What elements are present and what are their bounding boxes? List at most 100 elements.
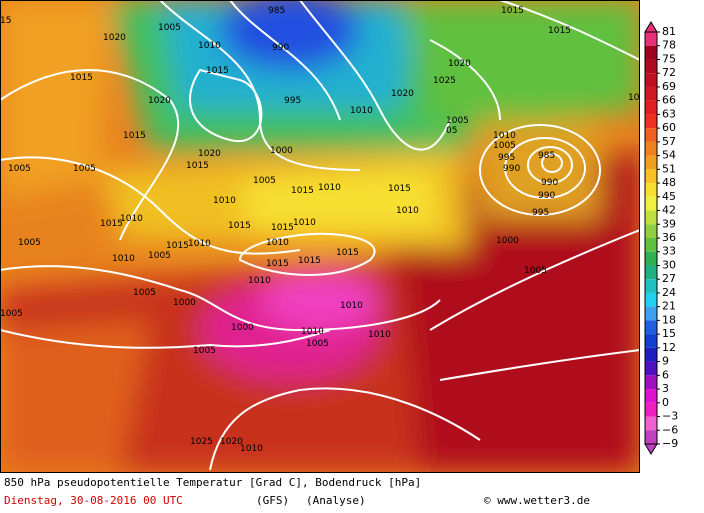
caption-date: Dienstag, 30-08-2016 00 UTC <box>4 494 183 507</box>
colorbar-segment <box>645 430 657 444</box>
colorbar-label: 9 <box>662 355 669 368</box>
isobars <box>0 0 640 471</box>
colorbar-segment <box>645 141 657 156</box>
colorbar-segment <box>645 279 657 293</box>
isobar-labels: 1510201005101010151020985990995100010101… <box>0 6 640 454</box>
isobar-label: 1010 <box>112 254 135 264</box>
colorbar-segment <box>645 128 657 142</box>
colorbar-segment <box>645 361 657 376</box>
isobar-label: 1015 <box>291 186 314 196</box>
isobar-label: 1015 <box>70 73 93 83</box>
isobar-label: 1020 <box>148 96 171 106</box>
isobar-label: 1000 <box>496 236 519 246</box>
isobar-label: 1015 <box>336 248 359 258</box>
isobar-label: 1010 <box>198 41 221 51</box>
colorbar-label: 27 <box>662 272 676 285</box>
caption-credit: © www.wetter3.de <box>484 494 590 507</box>
isobar-label: 1005 <box>133 288 156 298</box>
isobar-label: 995 <box>284 96 301 106</box>
colorbar-segment <box>645 183 657 197</box>
isobar-label: 1020 <box>220 437 243 447</box>
colorbar-label: 48 <box>662 176 676 189</box>
isobar-label: 1015 <box>271 223 294 233</box>
caption-run: (Analyse) <box>306 494 366 507</box>
isobar-label: 1010 <box>240 444 263 454</box>
isobar-label: 1005 <box>158 23 181 33</box>
isobar-label: 990 <box>538 191 555 201</box>
isobar-label: 1015 <box>298 256 321 266</box>
colorbar-segment <box>645 100 657 115</box>
colorbar-segment <box>645 114 657 129</box>
colorbar-segment <box>645 86 657 101</box>
colorbar-segment <box>645 389 657 403</box>
isobar-label: 990 <box>272 43 289 53</box>
colorbar-label: 30 <box>662 258 676 271</box>
colorbar-label: 54 <box>662 149 676 162</box>
colorbar-label: 24 <box>662 286 676 299</box>
isobar-label: 1015 <box>548 26 571 36</box>
isobar-label: 1010 <box>248 276 271 286</box>
colorbar-label: 75 <box>662 52 676 65</box>
isobar-label: 1025 <box>433 76 456 86</box>
isobar-label: 995 <box>498 153 515 163</box>
colorbar-label: 45 <box>662 190 676 203</box>
colorbar-label: 63 <box>662 107 676 120</box>
colorbar-segment <box>645 320 657 335</box>
isobar-label: 1010 <box>213 196 236 206</box>
colorbar-segment <box>645 416 657 431</box>
isobar-label: 1010 <box>301 327 324 337</box>
isobar-label: 1015 <box>206 66 229 76</box>
isobar-label: 1005 <box>148 251 171 261</box>
colorbar-segment <box>645 45 657 60</box>
isobar-label: 990 <box>541 178 558 188</box>
colorbar-label: 12 <box>662 341 676 354</box>
colorbar-label: 6 <box>662 368 669 381</box>
colorbar-label: 42 <box>662 204 676 217</box>
colorbar-segment <box>645 265 657 280</box>
isobar-label: 990 <box>503 164 520 174</box>
colorbar-label: 0 <box>662 396 669 409</box>
isobar-label: 1000 <box>270 146 293 156</box>
isobar-label: 1015 <box>266 259 289 269</box>
colorbar-segment <box>645 73 657 87</box>
colorbar-label: 51 <box>662 162 676 175</box>
colorbar-label: −6 <box>662 423 678 436</box>
colorbar-segment <box>645 334 657 348</box>
colorbar-label: 21 <box>662 300 676 313</box>
colorbar-segment <box>645 292 657 307</box>
colorbar-segment <box>645 155 657 170</box>
colorbar-label: 39 <box>662 217 676 230</box>
isobar-label: 1020 <box>103 33 126 43</box>
isobar-label: 1020 <box>448 59 471 69</box>
colorbar-segment <box>645 375 657 390</box>
colorbar-segment <box>645 210 657 225</box>
isobar-label: 1025 <box>190 437 213 447</box>
isobar-label: 15 <box>0 16 11 26</box>
isobar-label: 1015 <box>388 184 411 194</box>
colorbar-label: 66 <box>662 94 676 107</box>
caption-model: (GFS) <box>256 494 289 507</box>
isobar-label: 1015 <box>166 241 189 251</box>
isobar-label: 1015 <box>123 131 146 141</box>
colorbar-label: 18 <box>662 313 676 326</box>
colorbar-segment <box>645 402 657 417</box>
colorbar-segment <box>645 59 657 74</box>
footer <box>0 474 704 513</box>
isobar-label: 1005 <box>524 266 547 276</box>
colorbar-segment <box>645 306 657 321</box>
colorbar-segment <box>645 251 657 266</box>
isobar-label: 1005 <box>306 339 329 349</box>
isobar-label: 1015 <box>100 219 123 229</box>
colorbar-label: 69 <box>662 80 676 93</box>
isobar-label: 05 <box>446 126 457 136</box>
colorbar-segment <box>645 169 657 184</box>
isobar-label: 1010 <box>293 218 316 228</box>
isobar-label: 1005 <box>0 309 23 319</box>
colorbar-segment <box>645 224 657 238</box>
isobar-label: 1010 <box>396 206 419 216</box>
isobar-label: 1005 <box>493 141 516 151</box>
colorbar-segment <box>645 196 657 211</box>
colorbar-label: 33 <box>662 245 676 258</box>
isobar-label: 1005 <box>18 238 41 248</box>
